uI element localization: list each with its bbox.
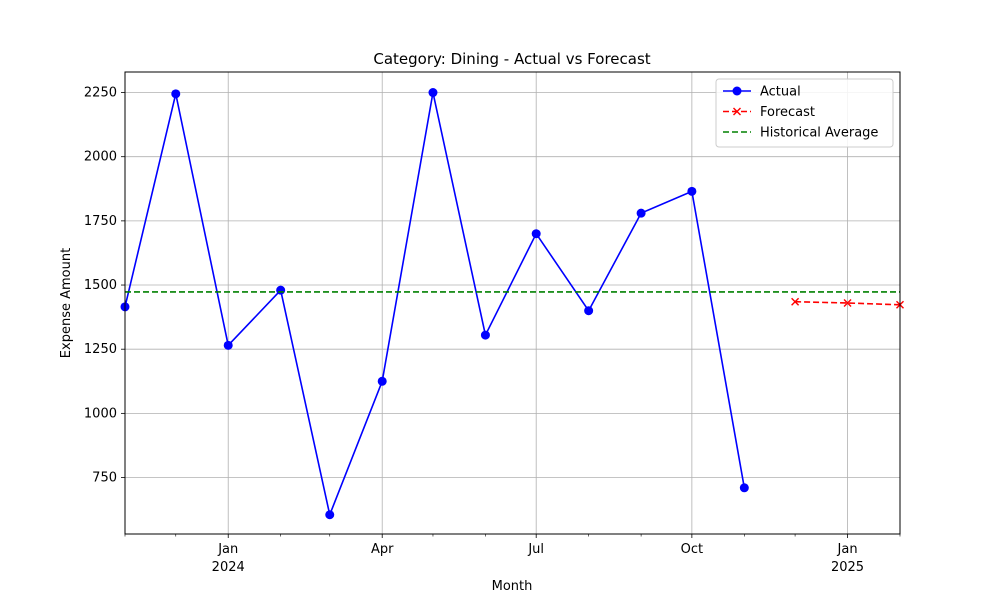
actual-point: [739, 483, 749, 493]
y-tick-label: 750: [92, 471, 117, 486]
actual-point: [171, 89, 181, 99]
actual-point: [636, 208, 646, 218]
x-axis-label: Month: [492, 579, 533, 594]
chart-title: Category: Dining - Actual vs Forecast: [373, 50, 650, 68]
y-tick-label: 2250: [84, 86, 117, 101]
legend-entry-historical-average: Historical Average: [723, 126, 878, 141]
y-tick-label: 1750: [84, 214, 117, 229]
x-tick-label: Oct: [681, 542, 703, 557]
actual-point: [276, 285, 286, 295]
x-marker-stroke: [791, 297, 800, 306]
legend-marker: [733, 107, 741, 116]
legend-marker: [732, 86, 742, 96]
forecast-point: [791, 297, 800, 306]
y-tick-label: 1250: [84, 342, 117, 357]
y-tick-label: 1000: [84, 406, 117, 421]
y-axis-label: Expense Amount: [59, 248, 74, 358]
x-tick-year-label: 2024: [212, 560, 245, 575]
x-tick-label: Jul: [527, 542, 544, 557]
actual-point: [584, 306, 594, 316]
x-marker-stroke: [843, 299, 852, 307]
legend-box: [715, 78, 894, 148]
legend: Actual Forecast Historical Average: [715, 78, 894, 148]
grid-lines: [125, 72, 900, 534]
plot-area: [120, 88, 904, 520]
y-tick-label: 2000: [84, 150, 117, 165]
actual-point: [480, 330, 490, 340]
x-tick-label: Jan: [837, 542, 858, 557]
legend-entry-forecast: Forecast: [723, 105, 815, 120]
legend-label: Historical Average: [760, 126, 878, 141]
forecast-point: [843, 299, 852, 307]
axes-frame: [124, 71, 901, 535]
x-axis-ticks: Jan 2024 Apr Jul Oct Jan 2025: [124, 534, 901, 575]
actual-point: [223, 340, 233, 350]
x-tick-year-label: 2025: [831, 560, 864, 575]
actual-point: [325, 510, 335, 520]
actual-point: [428, 88, 438, 98]
actual-point: [687, 186, 697, 196]
legend-label: Forecast: [760, 105, 815, 120]
x-tick-label: Jan: [217, 542, 238, 557]
actual-point: [531, 229, 541, 239]
y-tick-label: 1500: [84, 278, 117, 293]
legend-label: Actual: [760, 85, 801, 100]
actual-point: [377, 376, 387, 386]
actual-line: [124, 92, 746, 518]
y-axis-ticks: 750 1000 1250 1500 1750 2000 2250: [84, 86, 125, 486]
legend-entry-actual: Actual: [723, 85, 801, 100]
x-tick-label: Apr: [371, 542, 394, 557]
